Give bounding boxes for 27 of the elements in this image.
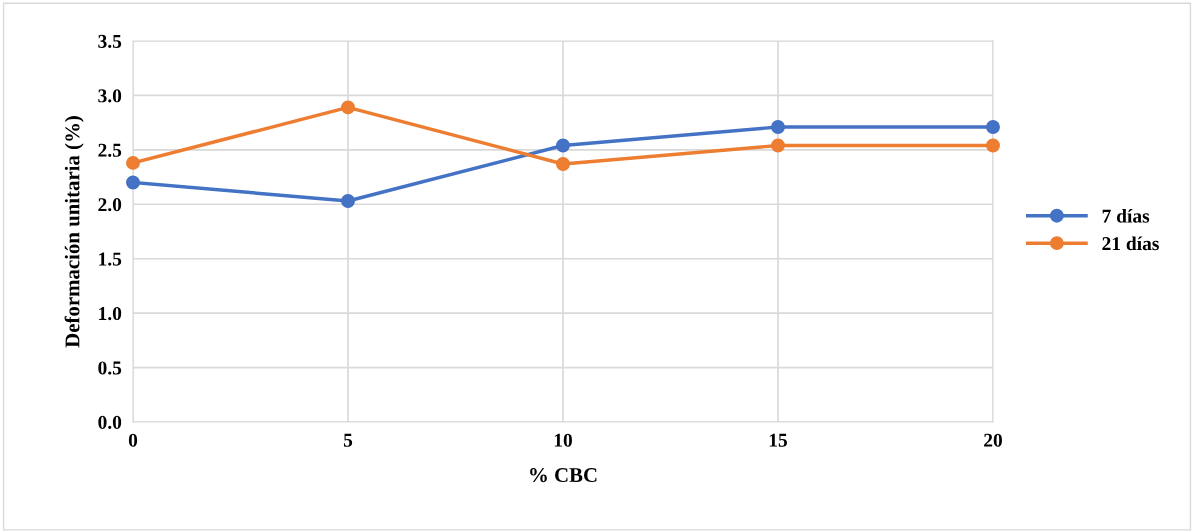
x-tick-label: 5 [343, 433, 353, 447]
x-tick-label: 15 [769, 433, 788, 447]
y-tick-label: 3.0 [98, 89, 122, 103]
point [986, 138, 1000, 153]
point [556, 157, 570, 171]
point [771, 138, 785, 153]
y-tick-label: 1.0 [99, 306, 122, 321]
y-tick-label: 0.5 [98, 361, 122, 375]
y-axis-title: Deformación unitaria (%) [64, 116, 84, 348]
x-tick-label: 10 [554, 433, 572, 447]
x-tick-label: 0 [128, 433, 138, 447]
point [341, 194, 355, 208]
point [556, 138, 570, 153]
point [986, 120, 1000, 134]
point [771, 120, 785, 134]
legend-label: 21 días [1102, 236, 1159, 251]
y-tick-label: 1.5 [99, 252, 122, 266]
y-tick-label: 2.0 [98, 198, 122, 212]
x-axis-title: % CBC [530, 468, 597, 483]
y-tick-label: 2.5 [98, 143, 122, 157]
y-tick-label: 0.0 [98, 415, 122, 430]
point [341, 100, 355, 115]
legend-label: 7 días [1102, 208, 1150, 223]
point [126, 175, 140, 190]
y-tick-label: 3.5 [98, 34, 122, 49]
x-tick-label: 20 [984, 433, 1002, 447]
point [126, 155, 140, 170]
